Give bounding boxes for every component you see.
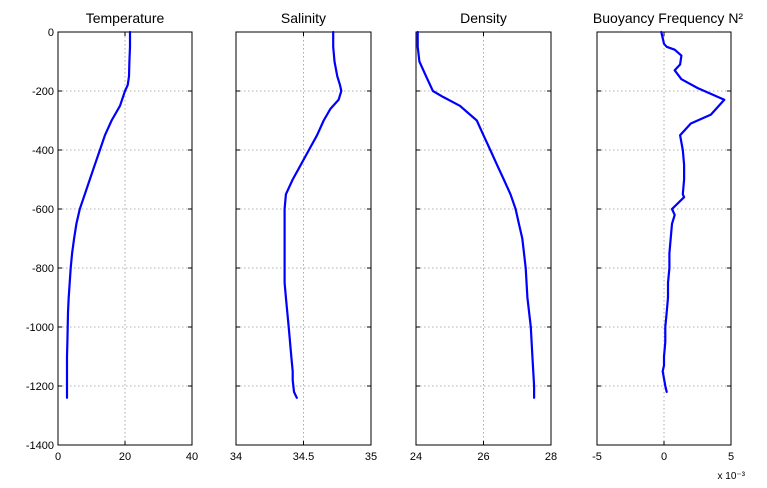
x-tick-label: 28	[545, 451, 557, 463]
x-tick-label: 40	[186, 451, 198, 463]
panel-4: -5 0 5 Buoyancy Frequency N² x 10⁻³	[592, 10, 746, 482]
y-tick-label: -1400	[26, 440, 54, 452]
profile-line-4	[660, 30, 726, 393]
profile-line-1	[65, 30, 132, 399]
x-tick-label: 0	[661, 451, 667, 463]
y-tick-label: -800	[32, 263, 54, 275]
panel-title: Salinity	[281, 10, 326, 26]
x-multiplier-label: x 10⁻³	[717, 471, 745, 482]
y-tick-label: -1000	[26, 322, 54, 334]
x-tick-label: -5	[592, 451, 602, 463]
y-tick-label: -400	[32, 145, 54, 157]
x-tick-label: 34	[230, 451, 242, 463]
panel-title: Buoyancy Frequency N²	[593, 10, 744, 26]
x-tick-label: 34.5	[293, 451, 314, 463]
x-tick-label: 0	[55, 451, 61, 463]
x-tick-label: 20	[119, 451, 131, 463]
x-tick-label: 35	[365, 451, 377, 463]
panel-2: 34 34.5 35 Salinity	[230, 10, 377, 463]
y-tick-label: -1200	[26, 381, 54, 393]
axes-frame	[235, 31, 372, 446]
profile-line-3	[416, 30, 536, 399]
y-tick-label: 0	[48, 27, 54, 39]
panel-3: 24 26 28 Density	[410, 10, 557, 463]
x-tick-label: 26	[477, 451, 489, 463]
panel-title: Temperature	[86, 10, 165, 26]
y-tick-label: -200	[32, 86, 54, 98]
panel-title: Density	[460, 10, 507, 26]
x-tick-label: 5	[728, 451, 734, 463]
profile-line-2	[283, 30, 343, 399]
x-tick-label: 24	[410, 451, 422, 463]
y-tick-label: -600	[32, 204, 54, 216]
